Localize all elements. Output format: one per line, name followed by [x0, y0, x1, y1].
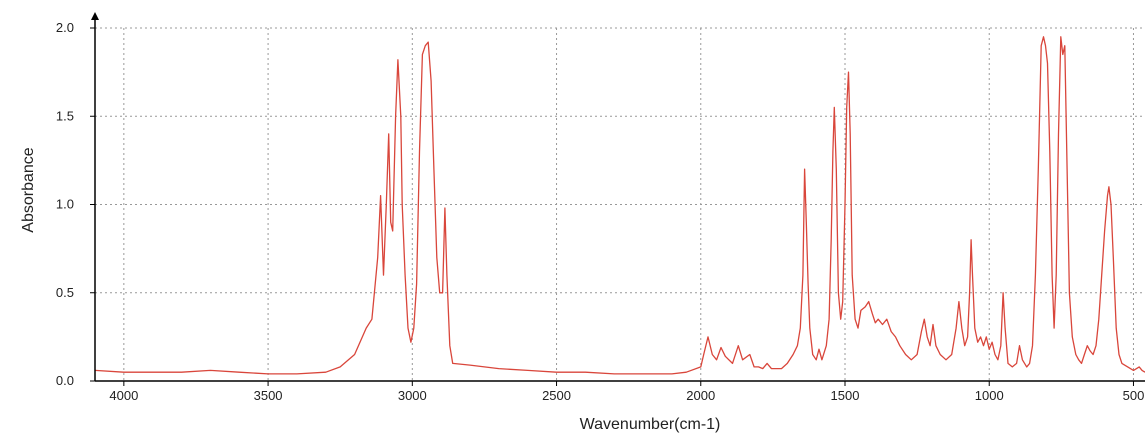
x-tick-label: 2500: [542, 388, 571, 403]
grid-lines: [95, 27, 1145, 381]
y-tick-label: 1.5: [56, 108, 74, 123]
axes: [90, 12, 1145, 386]
spectrum-series: [94, 36, 1145, 375]
y-tick-label: 2.0: [56, 20, 74, 35]
y-tick-label: 0.5: [56, 285, 74, 300]
y-tick-label: 1.0: [56, 197, 74, 212]
y-axis-label: Absorbance: [20, 147, 37, 232]
x-tick-label: 3500: [254, 388, 283, 403]
y-tick-labels: 0.0 0.5 1.0 1.5 2.0: [56, 20, 74, 388]
x-tick-label: 1500: [831, 388, 860, 403]
spectrum-line: [94, 36, 1145, 375]
x-tick-label: 2000: [686, 388, 715, 403]
x-tick-labels: 4000 3500 3000 2500 2000 1500 1000 500: [109, 388, 1144, 403]
x-tick-label: 4000: [109, 388, 138, 403]
y-axis-arrow: [91, 12, 99, 20]
x-axis-label: Wavenumber(cm-1): [580, 416, 721, 433]
x-tick-label: 3000: [398, 388, 427, 403]
x-tick-label: 500: [1123, 388, 1145, 403]
x-tick-label: 1000: [975, 388, 1004, 403]
y-tick-label: 0.0: [56, 373, 74, 388]
